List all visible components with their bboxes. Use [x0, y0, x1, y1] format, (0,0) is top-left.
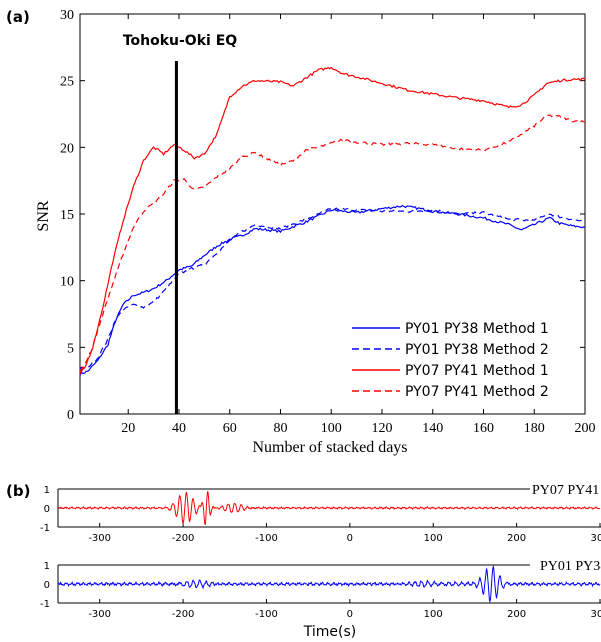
snr-y-tick-label: 15 [60, 208, 74, 223]
snr-y-tick-label: 25 [60, 75, 74, 90]
snr-y-tick-label: 5 [67, 341, 74, 356]
snr-x-tick-label: 140 [422, 421, 443, 436]
wave-x-tick-label: -100 [255, 533, 278, 544]
legend-label: PY01 PY38 Method 2 [405, 342, 549, 358]
snr-y-tick-label: 10 [60, 275, 74, 290]
wave-x-tick-label: 100 [424, 533, 443, 544]
panel-b-label: (b) [6, 482, 30, 500]
snr-x-axis-label: Number of stacked days [252, 439, 407, 456]
time-axis-label: Time(s) [303, 624, 356, 640]
waveform-panel: (b) -101-300-200-1000100200300PY07 PY41 … [6, 482, 601, 640]
wave-x-tick-label: 200 [507, 609, 526, 620]
snr-x-tick-label: 160 [473, 421, 494, 436]
snr-x-tick-label: 40 [172, 421, 186, 436]
waveform-trace [57, 564, 601, 604]
snr-x-tick-label: 100 [321, 421, 342, 436]
panel-a-label: (a) [6, 8, 30, 26]
snr-x-tick-label: 180 [524, 421, 545, 436]
wave-x-tick-label: 0 [347, 609, 353, 620]
snr-x-tick-label: 200 [575, 421, 596, 436]
wave-x-tick-label: -200 [172, 609, 195, 620]
snr-series-line-4 [79, 114, 586, 372]
snr-series-line-3 [79, 66, 586, 375]
earthquake-annotation: Tohoku-Oki EQ [123, 33, 237, 49]
wave-x-tick-label: -100 [255, 609, 278, 620]
waveform-station-title: PY01 PY38 [540, 559, 601, 574]
waveform-station-title: PY07 PY41 [532, 483, 599, 498]
wave-x-tick-label: 300 [590, 533, 601, 544]
snr-x-tick-label: 80 [273, 421, 287, 436]
snr-series-lines [79, 66, 586, 376]
snr-x-tick-label: 20 [121, 421, 135, 436]
snr-series-line-2 [79, 207, 586, 370]
wave-y-tick-label: 1 [44, 485, 50, 496]
wave-x-tick-label: 200 [507, 533, 526, 544]
snr-y-tick-label: 0 [67, 408, 74, 423]
snr-legend: PY01 PY38 Method 1 PY01 PY38 Method 2 PY07… [352, 321, 549, 400]
snr-axes-ticks: 20 40 60 80 100 120 140 160 180 200 0 5 10 15 20 25 30 [60, 8, 596, 436]
wave-x-tick-label: -300 [88, 533, 111, 544]
wave-x-tick-label: 0 [347, 533, 353, 544]
snr-x-tick-label: 120 [371, 421, 392, 436]
waveform-plot-top: -1 0 1 -300 -200 -100 0 100 200 300 PY07 PY41 [40, 483, 601, 544]
wave-y-tick-label: -1 [40, 523, 50, 534]
wave-y-tick-label: 1 [44, 561, 50, 572]
wave-x-tick-label: 300 [590, 609, 601, 620]
legend-label: PY07 PY41 Method 1 [405, 363, 549, 379]
wave-y-tick-label: -1 [40, 599, 50, 610]
legend-label: PY01 PY38 Method 1 [405, 321, 549, 337]
snr-series-line-1 [79, 204, 586, 376]
wave-x-tick-label: 100 [424, 609, 443, 620]
wave-y-tick-label: 0 [44, 504, 50, 515]
legend-label: PY07 PY41 Method 2 [405, 384, 549, 400]
waveform-plot-bottom: -1 0 1 -300 -200 -100 0 100 200 300 PY01 PY38 [40, 559, 601, 620]
waveform-trace [57, 491, 601, 526]
snr-y-tick-label: 30 [60, 8, 74, 23]
snr-y-tick-label: 20 [60, 141, 74, 156]
snr-panel: (a) 20 40 60 80 100 120 140 160 180 200 0 5 10 15 20 25… [6, 8, 596, 456]
wave-x-tick-label: -300 [88, 609, 111, 620]
snr-x-tick-label: 60 [223, 421, 237, 436]
wave-y-tick-label: 0 [44, 580, 50, 591]
wave-x-tick-label: -200 [172, 533, 195, 544]
snr-y-axis-label: SNR [35, 200, 52, 231]
